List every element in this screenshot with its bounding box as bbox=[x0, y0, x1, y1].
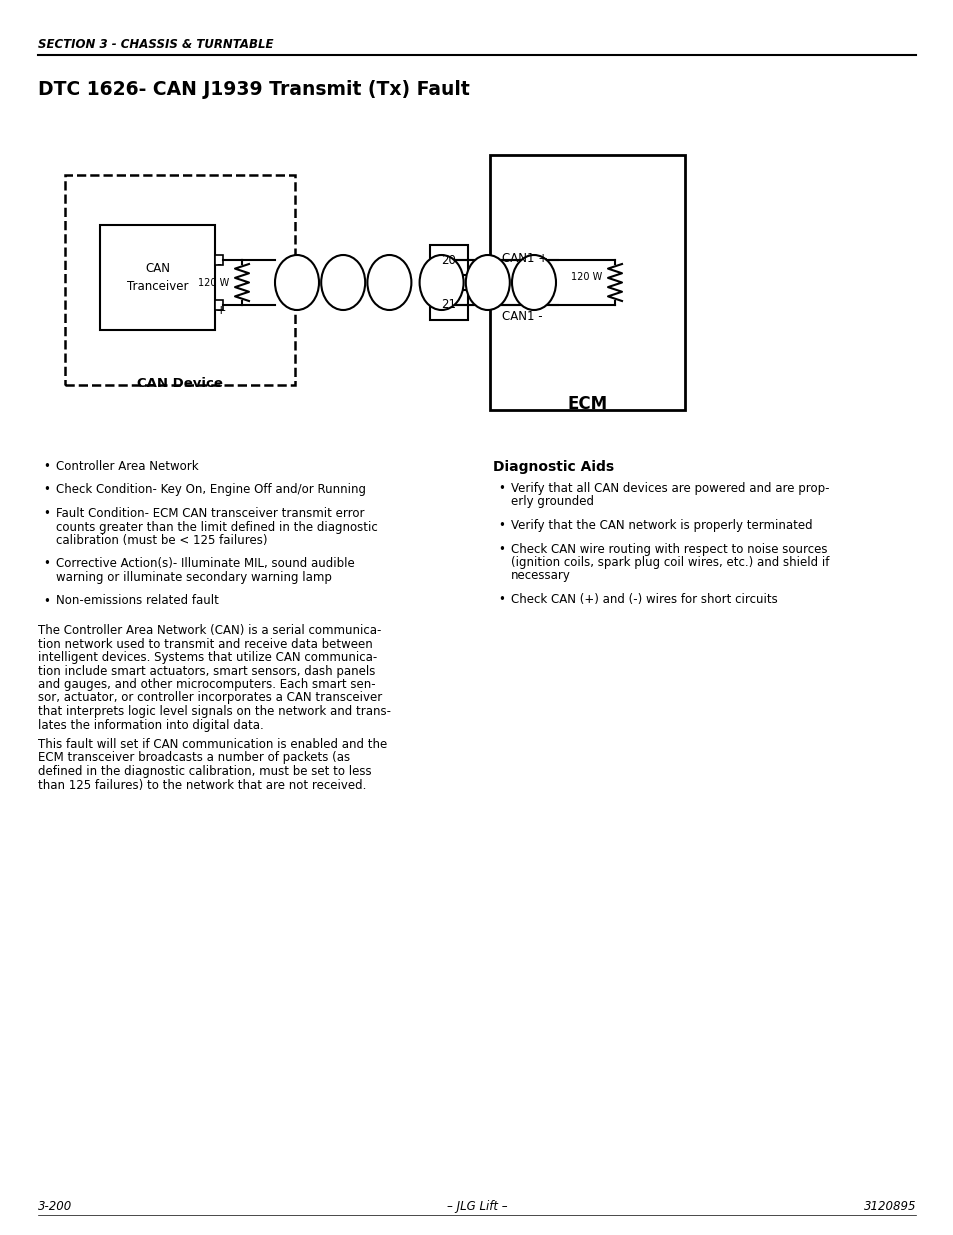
Text: ECM: ECM bbox=[567, 395, 607, 412]
Text: •: • bbox=[43, 459, 50, 473]
Text: counts greater than the limit defined in the diagnostic: counts greater than the limit defined in… bbox=[56, 520, 377, 534]
Text: DTC 1626- CAN J1939 Transmit (Tx) Fault: DTC 1626- CAN J1939 Transmit (Tx) Fault bbox=[38, 80, 469, 99]
Text: 3-200: 3-200 bbox=[38, 1200, 72, 1213]
Text: •: • bbox=[43, 483, 50, 496]
Text: •: • bbox=[497, 593, 504, 606]
Bar bbox=[100, 225, 214, 330]
Ellipse shape bbox=[321, 254, 365, 310]
Bar bbox=[214, 254, 223, 266]
Text: – JLG Lift –: – JLG Lift – bbox=[446, 1200, 507, 1213]
Text: and gauges, and other microcomputers. Each smart sen-: and gauges, and other microcomputers. Ea… bbox=[38, 678, 375, 692]
Text: tion include smart actuators, smart sensors, dash panels: tion include smart actuators, smart sens… bbox=[38, 664, 375, 678]
Text: sor, actuator, or controller incorporates a CAN transceiver: sor, actuator, or controller incorporate… bbox=[38, 692, 382, 704]
Text: Verify that all CAN devices are powered and are prop-: Verify that all CAN devices are powered … bbox=[511, 482, 828, 495]
Text: Controller Area Network: Controller Area Network bbox=[56, 459, 198, 473]
Text: •: • bbox=[497, 542, 504, 556]
Text: 20: 20 bbox=[441, 253, 456, 267]
Text: -: - bbox=[215, 258, 220, 272]
Text: 120 W: 120 W bbox=[197, 278, 229, 288]
Text: 120 W: 120 W bbox=[570, 273, 601, 283]
Text: than 125 failures) to the network that are not received.: than 125 failures) to the network that a… bbox=[38, 778, 366, 792]
Text: •: • bbox=[43, 557, 50, 571]
Ellipse shape bbox=[367, 254, 411, 310]
Text: that interprets logic level signals on the network and trans-: that interprets logic level signals on t… bbox=[38, 705, 391, 718]
Ellipse shape bbox=[419, 254, 463, 310]
Text: Check Condition- Key On, Engine Off and/or Running: Check Condition- Key On, Engine Off and/… bbox=[56, 483, 366, 496]
Text: warning or illuminate secondary warning lamp: warning or illuminate secondary warning … bbox=[56, 571, 332, 584]
Text: Check CAN (+) and (-) wires for short circuits: Check CAN (+) and (-) wires for short ci… bbox=[511, 593, 777, 606]
Text: •: • bbox=[497, 482, 504, 495]
Text: •: • bbox=[497, 519, 504, 532]
Text: calibration (must be < 125 failures): calibration (must be < 125 failures) bbox=[56, 534, 267, 547]
Ellipse shape bbox=[465, 254, 509, 310]
Text: CAN1 -: CAN1 - bbox=[501, 310, 542, 324]
Text: necessary: necessary bbox=[511, 569, 570, 583]
Bar bbox=[430, 290, 468, 320]
Text: Corrective Action(s)- Illuminate MIL, sound audible: Corrective Action(s)- Illuminate MIL, so… bbox=[56, 557, 355, 571]
Text: •: • bbox=[43, 508, 50, 520]
Text: 3120895: 3120895 bbox=[862, 1200, 915, 1213]
Text: ECM transceiver broadcasts a number of packets (as: ECM transceiver broadcasts a number of p… bbox=[38, 752, 350, 764]
Text: Non-emissions related fault: Non-emissions related fault bbox=[56, 594, 218, 608]
Text: 21: 21 bbox=[441, 299, 456, 311]
Text: •: • bbox=[43, 594, 50, 608]
Text: This fault will set if CAN communication is enabled and the: This fault will set if CAN communication… bbox=[38, 739, 387, 751]
Bar bbox=[214, 300, 223, 310]
Text: Fault Condition- ECM CAN transceiver transmit error: Fault Condition- ECM CAN transceiver tra… bbox=[56, 508, 364, 520]
Bar bbox=[65, 175, 294, 385]
Text: tion network used to transmit and receive data between: tion network used to transmit and receiv… bbox=[38, 637, 373, 651]
Text: lates the information into digital data.: lates the information into digital data. bbox=[38, 719, 263, 731]
Text: CAN Device: CAN Device bbox=[137, 377, 223, 390]
Text: CAN1 +: CAN1 + bbox=[501, 252, 548, 264]
Text: (ignition coils, spark plug coil wires, etc.) and shield if: (ignition coils, spark plug coil wires, … bbox=[511, 556, 828, 569]
Text: CAN
Tranceiver: CAN Tranceiver bbox=[127, 262, 188, 293]
Text: defined in the diagnostic calibration, must be set to less: defined in the diagnostic calibration, m… bbox=[38, 764, 372, 778]
Text: +: + bbox=[215, 304, 227, 316]
Ellipse shape bbox=[512, 254, 556, 310]
Text: SECTION 3 - CHASSIS & TURNTABLE: SECTION 3 - CHASSIS & TURNTABLE bbox=[38, 38, 274, 51]
Text: The Controller Area Network (CAN) is a serial communica-: The Controller Area Network (CAN) is a s… bbox=[38, 624, 381, 637]
Ellipse shape bbox=[274, 254, 318, 310]
Text: erly grounded: erly grounded bbox=[511, 495, 594, 509]
Text: intelligent devices. Systems that utilize CAN communica-: intelligent devices. Systems that utiliz… bbox=[38, 651, 376, 664]
Bar bbox=[490, 156, 684, 410]
Text: Verify that the CAN network is properly terminated: Verify that the CAN network is properly … bbox=[511, 519, 812, 532]
Text: Check CAN wire routing with respect to noise sources: Check CAN wire routing with respect to n… bbox=[511, 542, 826, 556]
Text: Diagnostic Aids: Diagnostic Aids bbox=[493, 459, 614, 474]
Bar bbox=[430, 245, 468, 275]
